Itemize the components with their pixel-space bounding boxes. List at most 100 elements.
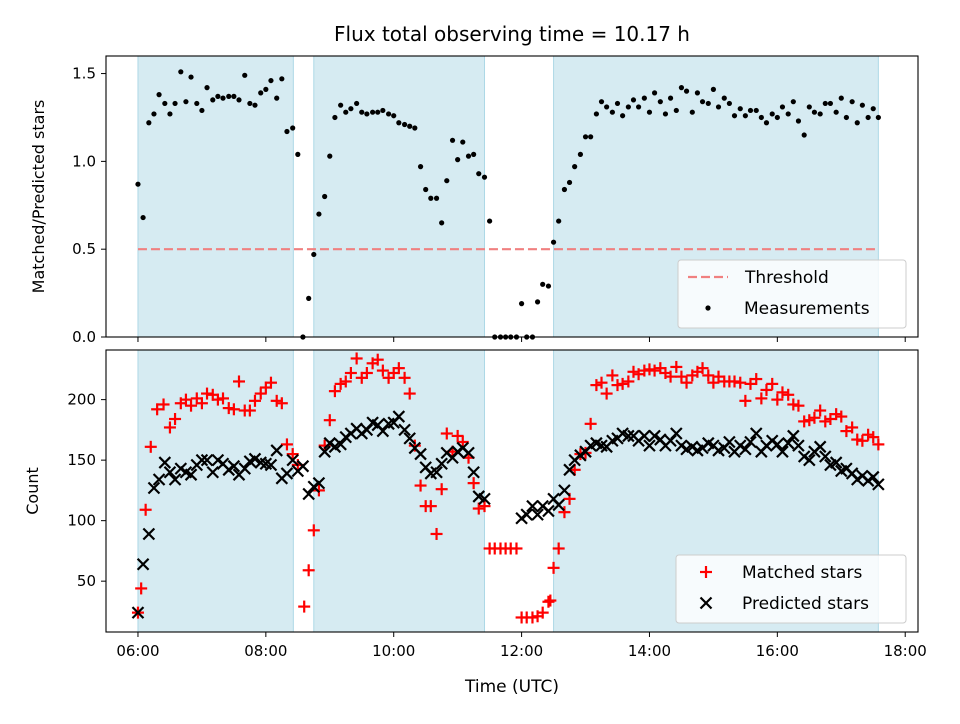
data-point	[263, 86, 269, 92]
data-point	[550, 239, 557, 245]
data-point	[667, 95, 674, 101]
data-point	[734, 376, 747, 389]
legend-label: Threshold	[744, 268, 829, 288]
legend: Threshold Measurements	[677, 259, 907, 329]
data-point	[566, 179, 573, 186]
data-point	[875, 114, 881, 121]
data-point	[540, 281, 546, 287]
data-point	[156, 92, 162, 98]
data-point	[354, 100, 360, 107]
data-point	[851, 433, 864, 446]
data-point	[478, 500, 491, 513]
legend-marker	[705, 305, 711, 311]
data-point	[563, 463, 576, 477]
data-point	[478, 492, 491, 506]
data-point	[407, 123, 413, 129]
data-point	[830, 408, 843, 421]
data-point	[264, 376, 277, 389]
data-point	[142, 527, 156, 541]
data-point	[747, 107, 754, 114]
data-point	[822, 100, 828, 107]
data-point	[417, 164, 424, 170]
data-point	[817, 111, 823, 117]
data-point	[376, 364, 389, 377]
data-point	[518, 301, 525, 307]
data-point	[302, 487, 315, 501]
data-point	[242, 72, 248, 78]
data-point	[782, 388, 795, 401]
data-point	[467, 465, 480, 479]
data-point	[280, 467, 294, 480]
data-point	[542, 595, 555, 608]
data-point	[726, 100, 732, 107]
data-point	[742, 113, 748, 119]
data-point	[813, 440, 827, 454]
data-point	[172, 100, 178, 107]
data-point	[348, 106, 354, 112]
data-point	[268, 77, 274, 84]
data-point	[542, 504, 555, 518]
data-point	[611, 379, 624, 392]
ratio-panel: 0.0 0.5 1.0 1.5 Matched/Predicted stars Thres…	[29, 55, 919, 346]
data-point	[455, 157, 461, 163]
data-point	[526, 611, 539, 624]
data-point	[675, 370, 688, 383]
observing-interval-shade	[313, 55, 486, 338]
data-point	[744, 435, 757, 449]
data-point	[231, 93, 237, 99]
data-point	[194, 100, 200, 107]
data-point	[648, 429, 661, 443]
data-point	[147, 481, 161, 495]
data-point	[622, 429, 635, 443]
chart-title: Flux total observing time = 10.17 h	[334, 22, 690, 46]
data-point	[403, 387, 416, 400]
legend-marker	[700, 566, 712, 578]
data-point	[311, 251, 317, 258]
data-point	[510, 542, 523, 555]
data-point	[779, 104, 786, 110]
data-point	[201, 387, 214, 400]
data-point	[598, 99, 605, 105]
data-point	[371, 353, 384, 366]
data-point	[545, 283, 552, 289]
data-point	[435, 457, 448, 471]
data-point	[643, 363, 656, 376]
data-point	[715, 104, 722, 110]
data-point	[270, 394, 283, 407]
data-point	[227, 403, 240, 416]
data-point	[620, 113, 626, 119]
data-point	[460, 139, 466, 145]
data-point	[827, 100, 834, 107]
data-point	[544, 594, 557, 607]
data-point	[487, 218, 493, 224]
data-point	[449, 137, 456, 143]
data-point	[275, 397, 288, 410]
data-point	[750, 373, 763, 386]
data-point	[476, 171, 482, 177]
data-point	[758, 114, 764, 121]
data-point	[710, 86, 717, 92]
data-point	[412, 125, 418, 131]
data-point	[296, 459, 310, 473]
data-point	[444, 178, 450, 184]
data-point	[843, 114, 849, 121]
data-point	[472, 502, 485, 515]
data-point	[332, 114, 338, 121]
series-measurements	[135, 69, 881, 340]
observing-interval-shade	[313, 349, 486, 633]
data-point	[238, 462, 252, 475]
data-point	[312, 476, 326, 490]
data-point	[755, 392, 768, 405]
data-point	[140, 214, 146, 221]
data-point	[590, 379, 603, 392]
data-point	[424, 500, 437, 513]
data-point	[226, 93, 232, 99]
data-point	[414, 479, 427, 492]
data-point	[702, 369, 715, 382]
y-tick-label: 150	[67, 451, 96, 469]
data-point	[872, 478, 885, 491]
data-point	[290, 125, 296, 131]
data-point	[838, 95, 844, 101]
data-point	[206, 465, 220, 479]
data-point	[386, 111, 392, 117]
